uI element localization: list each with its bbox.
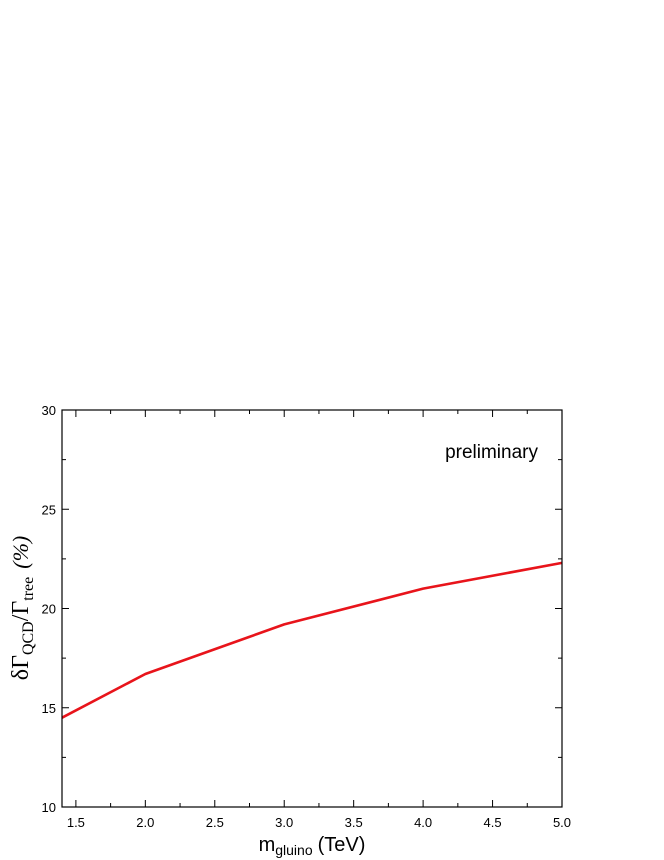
series-group (61, 561, 563, 719)
x-tick-label: 4.5 (484, 815, 502, 830)
x-tick-label: 2.5 (206, 815, 224, 830)
plot-frame (61, 409, 563, 808)
x-axis-title: mgluino (TeV) (259, 834, 366, 858)
y-tick-label: 10 (42, 800, 56, 815)
x-tick-label: 2.0 (136, 815, 154, 830)
x-tick-label: 3.0 (275, 815, 293, 830)
tick-labels: 1.5 2.0 2.5 3.0 3.5 4.0 4.5 5.0 10 15 20 25 30 (42, 403, 572, 830)
y-tick-label: 30 (42, 403, 56, 418)
x-tick-label: 1.5 (67, 815, 85, 830)
y-axis-title: δΓQCD/Γtree(%) (8, 536, 37, 680)
y-tick-label: 15 (42, 701, 56, 716)
series-line-0 (61, 561, 563, 719)
y-tick-label: 25 (42, 502, 56, 517)
x-tick-label: 4.0 (414, 815, 432, 830)
axis-ticks (62, 409, 563, 808)
y-tick-label: 20 (42, 602, 56, 617)
annotation-preliminary: preliminary (445, 442, 538, 463)
x-tick-label: 3.5 (345, 815, 363, 830)
x-tick-label: 5.0 (553, 815, 571, 830)
